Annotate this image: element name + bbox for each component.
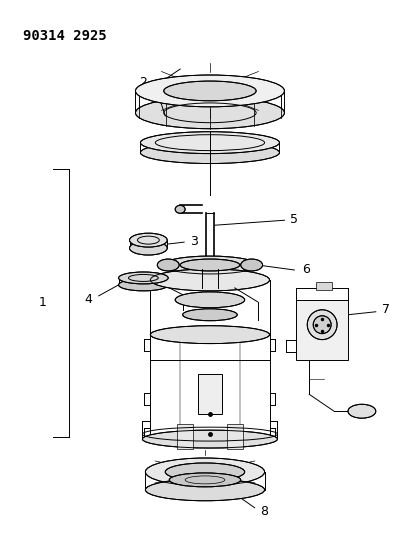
Ellipse shape <box>165 463 245 481</box>
Ellipse shape <box>241 259 263 271</box>
Ellipse shape <box>313 316 331 334</box>
Ellipse shape <box>175 205 185 213</box>
Text: 8: 8 <box>261 505 269 518</box>
Text: 6: 6 <box>302 263 310 277</box>
Ellipse shape <box>150 326 269 344</box>
Ellipse shape <box>163 256 257 274</box>
Ellipse shape <box>143 430 278 448</box>
Ellipse shape <box>119 272 168 284</box>
Ellipse shape <box>157 259 179 271</box>
Ellipse shape <box>175 292 245 308</box>
Ellipse shape <box>180 259 240 271</box>
Ellipse shape <box>130 233 167 247</box>
Ellipse shape <box>141 142 280 164</box>
Bar <box>227 424 243 449</box>
Text: 90314 2925: 90314 2925 <box>23 29 107 43</box>
Ellipse shape <box>307 310 337 340</box>
Bar <box>198 375 222 414</box>
Ellipse shape <box>130 241 167 255</box>
Text: 5: 5 <box>290 213 299 226</box>
Ellipse shape <box>150 269 269 291</box>
Text: 4: 4 <box>85 293 93 306</box>
Text: 2: 2 <box>139 76 147 90</box>
Ellipse shape <box>145 458 265 486</box>
Ellipse shape <box>135 75 284 107</box>
Bar <box>177 424 193 449</box>
Text: 3: 3 <box>190 235 198 248</box>
Text: 1: 1 <box>39 296 47 309</box>
Bar <box>316 282 332 290</box>
Ellipse shape <box>141 132 280 154</box>
Ellipse shape <box>164 81 256 101</box>
Text: 7: 7 <box>382 303 390 316</box>
Ellipse shape <box>119 279 168 291</box>
Ellipse shape <box>348 404 376 418</box>
Ellipse shape <box>169 473 241 487</box>
Ellipse shape <box>135 97 284 129</box>
Ellipse shape <box>145 479 265 501</box>
Bar <box>297 300 348 360</box>
Ellipse shape <box>183 309 237 321</box>
